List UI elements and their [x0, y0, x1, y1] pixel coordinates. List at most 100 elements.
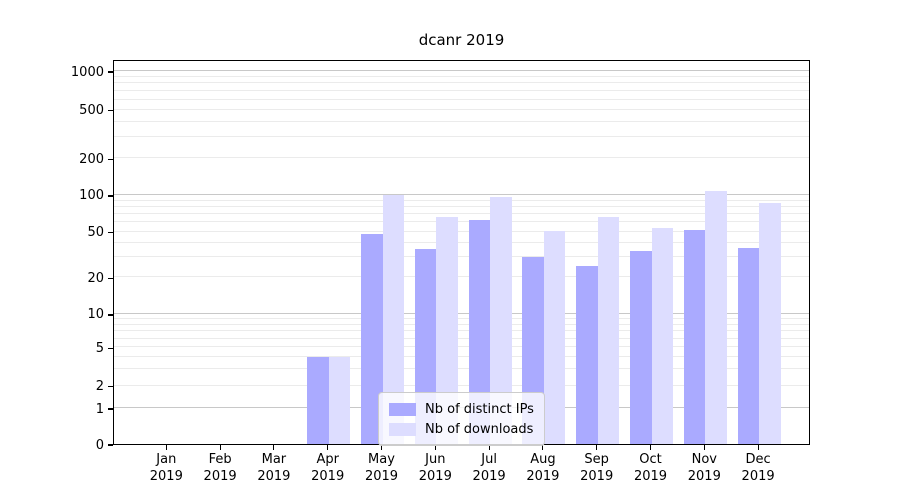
y-tick-label: 50 — [87, 225, 104, 241]
x-tick-month: Jun — [425, 452, 446, 467]
y-tick-mark — [108, 110, 113, 112]
bar-downloads-sep — [597, 217, 620, 444]
bar-downloads-jun — [436, 217, 458, 444]
x-tick-mark — [273, 445, 275, 450]
bar-distinct-ips-jul — [468, 220, 491, 444]
x-tick-month: Jan — [156, 452, 177, 467]
bar-downloads-may — [382, 194, 404, 444]
x-tick-year: 2019 — [633, 469, 668, 484]
x-tick-mark — [542, 445, 544, 450]
bar-distinct-ips-oct — [630, 250, 652, 444]
bar-downloads-jul — [490, 197, 512, 444]
x-tick-mark — [649, 445, 652, 450]
x-tick-month: Feb — [208, 452, 232, 467]
gridline-minor — [114, 199, 809, 201]
bar-distinct-ips-may — [361, 233, 383, 444]
x-tick-year: 2019 — [311, 469, 345, 484]
y-tick-mark — [108, 386, 113, 388]
x-tick-month: Dec — [745, 452, 771, 467]
y-tick-mark — [108, 444, 113, 446]
x-tick-mark — [165, 445, 167, 450]
x-tick-label-mar: Mar 2019 — [244, 451, 304, 485]
x-tick-month: Jul — [481, 452, 497, 467]
gridline-minor — [114, 384, 809, 386]
gridline-minor — [114, 75, 809, 77]
x-tick-year: 2019 — [472, 469, 506, 484]
x-tick-label-oct: Oct 2019 — [621, 451, 681, 485]
x-tick-label-may: May 2019 — [352, 451, 412, 485]
y-tick-label: 20 — [87, 270, 104, 286]
x-tick-year: 2019 — [257, 469, 291, 484]
y-tick-label: 10 — [87, 307, 104, 323]
x-tick-label-apr: Apr 2019 — [298, 451, 358, 485]
y-tick-label: 5 — [95, 340, 104, 356]
gridline-minor — [114, 337, 809, 339]
x-tick-year: 2019 — [364, 469, 399, 484]
bar-downloads-dec — [759, 202, 781, 444]
x-tick-month: Mar — [261, 452, 287, 467]
x-tick-label-aug: Aug 2019 — [513, 451, 573, 485]
gridline-minor — [114, 157, 809, 159]
gridline-minor — [114, 108, 809, 110]
y-tick-mark — [108, 408, 113, 410]
x-tick-mark — [219, 445, 221, 450]
x-tick-month: Aug — [530, 452, 556, 467]
x-tick-month: Oct — [639, 452, 662, 467]
bar-downloads-apr — [328, 356, 351, 444]
x-tick-month: Nov — [691, 452, 717, 467]
x-tick-month: May — [368, 452, 395, 467]
y-tick-label: 1 — [95, 401, 104, 417]
x-tick-year: 2019 — [526, 469, 560, 484]
gridline-minor — [114, 276, 809, 278]
legend-entry-downloads: Nb of downloads — [389, 419, 536, 439]
legend-entry-distinct-ips: Nb of distinct IPs — [389, 399, 536, 419]
bar-downloads-nov — [705, 190, 727, 444]
x-tick-label-dec: Dec 2019 — [728, 451, 788, 485]
x-tick-label-jan: Jan 2019 — [136, 451, 196, 485]
x-tick-year: 2019 — [687, 469, 721, 484]
legend: Nb of distinct IPs Nb of downloads — [378, 392, 545, 446]
y-tick-label: 100 — [79, 188, 104, 204]
legend-swatch-distinct-ips — [389, 402, 416, 416]
bar-distinct-ips-apr — [307, 356, 329, 444]
chart-title: dcanr 2019 — [418, 31, 505, 49]
y-tick-mark — [108, 158, 113, 160]
x-tick-mark — [380, 445, 383, 450]
x-tick-mark — [488, 445, 490, 450]
x-tick-year: 2019 — [741, 469, 775, 484]
gridline-minor — [114, 323, 809, 325]
legend-swatch-downloads — [389, 422, 416, 436]
x-tick-label-sep: Sep 2019 — [567, 451, 627, 485]
x-tick-label-feb: Feb 2019 — [190, 451, 250, 485]
y-tick-label: 2 — [95, 379, 104, 395]
gridline-minor — [114, 346, 809, 348]
gridline-minor — [114, 221, 809, 223]
x-tick-label-jul: Jul 2019 — [459, 451, 519, 485]
gridline-minor — [114, 256, 809, 258]
bar-distinct-ips-sep — [576, 266, 598, 444]
gridline-minor — [114, 230, 809, 232]
x-tick-mark — [757, 445, 759, 450]
x-tick-year: 2019 — [203, 469, 237, 484]
y-tick-label: 1000 — [70, 64, 104, 80]
x-tick-label-jun: Jun 2019 — [405, 451, 465, 485]
y-tick-mark — [108, 71, 113, 73]
gridline-major — [114, 70, 809, 72]
gridline-minor — [114, 205, 809, 207]
legend-label-distinct-ips: Nb of distinct IPs — [425, 401, 534, 417]
gridline-minor — [114, 135, 809, 137]
x-tick-mark — [703, 445, 705, 450]
y-tick-mark — [108, 232, 113, 234]
gridline-minor — [114, 98, 809, 100]
y-tick-label: 500 — [79, 103, 104, 119]
gridline-minor — [114, 120, 809, 122]
bar-distinct-ips-dec — [737, 248, 760, 444]
bar-distinct-ips-nov — [683, 229, 706, 444]
y-tick-label: 200 — [79, 151, 104, 167]
gridline-minor — [114, 241, 809, 243]
x-tick-month: Apr — [316, 452, 339, 467]
y-tick-mark — [108, 314, 113, 316]
gridline-minor — [114, 318, 809, 320]
gridline-minor — [114, 89, 809, 91]
